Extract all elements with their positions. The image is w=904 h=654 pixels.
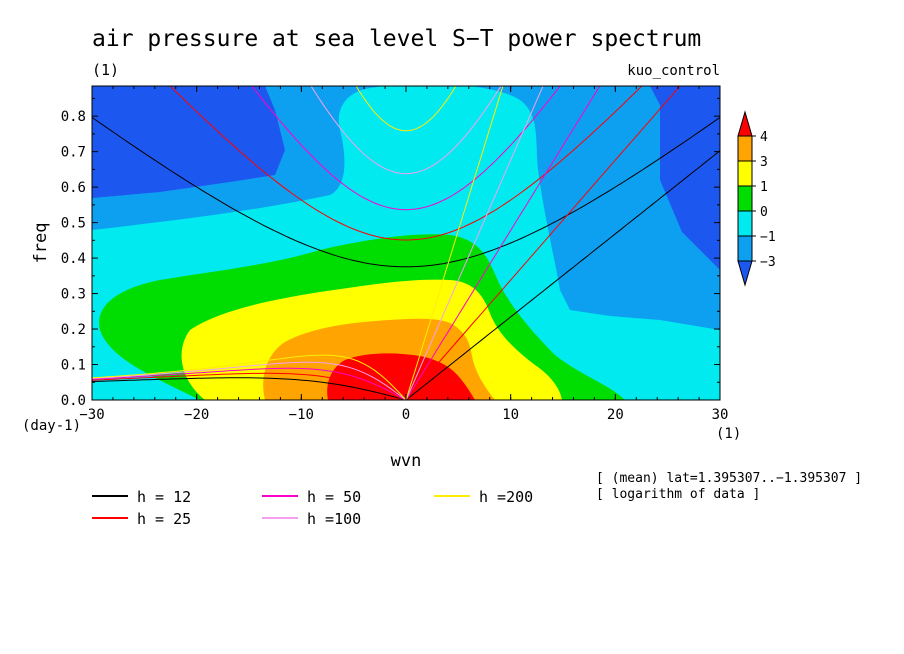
x-tick-label: −20 [184, 407, 209, 423]
y-tick-label: 0.4 [61, 251, 86, 267]
inertia-gravity-curve [251, 86, 561, 211]
x-unit-label: (1) [716, 426, 741, 442]
kelvin-curve [405, 86, 544, 400]
colorbar-label: −3 [760, 255, 776, 270]
x-tick-label: 10 [502, 407, 519, 423]
colorbar-label: 1 [760, 180, 768, 195]
contour-red [327, 353, 475, 400]
kelvin-curve [405, 86, 681, 400]
rossby-curve [92, 367, 407, 400]
chart-title: air pressure at sea level S−T power spec… [92, 26, 701, 52]
colorbar-label: 3 [760, 155, 768, 170]
rossby-curve [92, 354, 407, 400]
colorbar-box [737, 185, 753, 212]
x-tick-label: 0 [402, 407, 410, 423]
inertia-gravity-curve [169, 86, 643, 241]
title-unit: (1) [92, 61, 119, 79]
y-tick-label: 0.0 [61, 393, 86, 409]
colorbar-box [737, 235, 753, 262]
kelvin-curve [405, 86, 601, 400]
rossby-curve [92, 372, 407, 400]
colorbar-box [737, 210, 753, 237]
y-tick-label: 0.5 [61, 216, 86, 232]
colorbar-box [737, 135, 753, 162]
colorbar-bottom-arrow [737, 260, 753, 287]
x-tick-label: 30 [712, 407, 729, 423]
legend-label: h =200 [479, 488, 533, 506]
colorbar-label: −1 [760, 230, 776, 245]
contour-deep-left-cut [92, 86, 285, 198]
y-tick-label: 0.6 [61, 180, 86, 196]
colorbar-label: 0 [760, 205, 768, 220]
y-tick-label: 0.3 [61, 287, 86, 303]
x-tick-label: −30 [79, 407, 104, 423]
y-unit-label: (day-1) [22, 418, 81, 434]
y-tick-label: 0.8 [61, 109, 86, 125]
colorbar: 4 3 1 0 −1 −3 [737, 110, 776, 287]
inertia-gravity-curve [310, 86, 502, 175]
x-tick-label: −10 [289, 407, 314, 423]
legend-label: h = 25 [137, 510, 191, 528]
inertia-gravity-curve [92, 116, 720, 268]
y-tick-label: 0.2 [61, 322, 86, 338]
y-tick-label: 0.1 [61, 358, 86, 374]
experiment-label: kuo_control [627, 63, 720, 79]
colorbar-box [737, 160, 753, 187]
kelvin-curve [405, 86, 504, 400]
rossby-curve [92, 361, 407, 400]
legend-label: h =100 [307, 510, 361, 528]
colorbar-label: 4 [760, 130, 768, 145]
y-axis-label: freq [31, 223, 51, 264]
kelvin-curve [405, 150, 720, 400]
x-axis: −30 −20 −10 0 10 20 30 [79, 86, 728, 423]
y-tick-label: 0.7 [61, 145, 86, 161]
x-axis-label: wvn [391, 451, 422, 471]
rossby-curve [92, 377, 407, 400]
legend: h = 12 h = 25 h = 50 h =100 h =200 [92, 488, 533, 528]
y-axis: 0.0 0.1 0.2 0.3 0.4 0.5 0.6 0.7 0.8 [61, 97, 720, 409]
legend-label: h = 12 [137, 488, 191, 506]
x-tick-label: 20 [607, 407, 624, 423]
inertia-gravity-curve [355, 86, 457, 132]
legend-label: h = 50 [307, 488, 361, 506]
note-latitude: [ (mean) lat=1.395307..−1.395307 ] [596, 471, 862, 486]
dispersion-curves [92, 86, 720, 400]
note-logarithm: [ logarithm of data ] [596, 487, 760, 502]
colorbar-top-arrow [737, 110, 753, 137]
plot-area [92, 86, 720, 400]
